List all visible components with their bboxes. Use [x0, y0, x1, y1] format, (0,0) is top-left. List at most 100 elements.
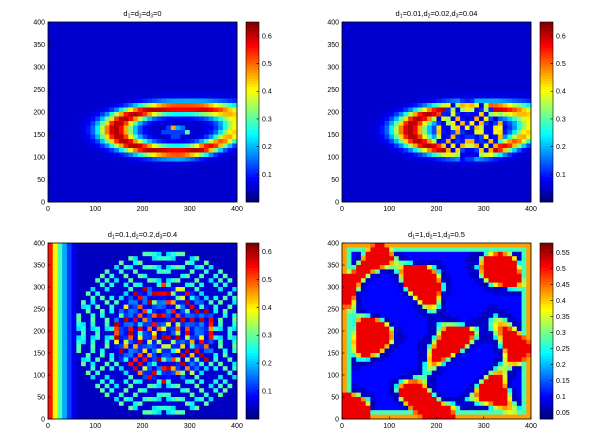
heatmap-cell: [156, 313, 162, 319]
heatmap-cell: [142, 193, 148, 198]
heatmap-cell: [185, 166, 191, 171]
heatmap-cell: [142, 125, 148, 131]
heatmap-cell: [526, 35, 532, 41]
heatmap-cell: [502, 175, 508, 180]
heatmap-cell: [133, 322, 139, 327]
heatmap-cell: [66, 85, 73, 90]
heatmap-cell: [66, 121, 73, 126]
heatmap-cell: [62, 331, 68, 336]
heatmap-cell: [109, 134, 115, 140]
heatmap-cell: [232, 260, 238, 266]
heatmap-cell: [118, 383, 125, 389]
heatmap-cell: [137, 62, 143, 68]
heatmap-cell: [479, 31, 485, 36]
heatmap-cell: [194, 401, 200, 407]
heatmap-cell: [412, 157, 419, 162]
heatmap-cell: [133, 130, 139, 135]
heatmap-cell: [185, 94, 191, 99]
heatmap-cell: [222, 49, 228, 54]
heatmap-cell: [455, 139, 461, 144]
heatmap-cell: [180, 339, 186, 345]
heatmap-cell: [412, 76, 419, 81]
heatmap-cell: [232, 112, 238, 117]
heatmap-cell: [185, 348, 191, 354]
heatmap-cell: [208, 322, 214, 327]
heatmap-cell: [370, 44, 376, 50]
heatmap-cell: [52, 35, 58, 41]
heatmap-cell: [128, 260, 134, 266]
heatmap-cell: [166, 251, 172, 257]
heatmap-cell: [227, 357, 233, 363]
heatmap-cell: [142, 295, 148, 301]
heatmap-cell: [356, 107, 362, 113]
heatmap-cell: [507, 121, 513, 126]
heatmap-cell: [232, 80, 238, 86]
colorbar-step: [540, 55, 553, 59]
heatmap-cell: [128, 251, 134, 257]
heatmap-cell: [351, 193, 357, 198]
heatmap-cell: [137, 53, 143, 59]
heatmap-cell: [85, 85, 91, 90]
heatmap-cell: [123, 134, 129, 140]
heatmap-cell: [57, 317, 63, 323]
heatmap-cell: [90, 98, 96, 104]
heatmap-cell: [161, 361, 167, 367]
heatmap-cell: [526, 49, 532, 54]
heatmap-cell: [450, 139, 456, 144]
heatmap-cell: [512, 26, 518, 32]
heatmap-cell: [488, 53, 494, 59]
heatmap-cell: [48, 414, 54, 420]
heatmap-cell: [507, 139, 513, 144]
heatmap-cell: [142, 85, 148, 90]
heatmap-cell: [483, 62, 489, 68]
heatmap-cell: [175, 85, 181, 90]
heatmap-cell: [142, 331, 148, 336]
heatmap-cell: [365, 143, 371, 149]
heatmap-cell: [147, 107, 153, 113]
heatmap-cell: [90, 179, 96, 185]
heatmap-cell: [118, 103, 125, 108]
heatmap-cell: [521, 121, 527, 126]
heatmap-cell: [408, 157, 414, 162]
heatmap-cell: [104, 76, 110, 81]
heatmap-cell: [118, 397, 125, 402]
heatmap-cell: [76, 260, 82, 266]
heatmap-cell: [137, 304, 143, 310]
heatmap-cell: [166, 401, 172, 407]
heatmap-cell: [85, 383, 91, 389]
heatmap-cell: [166, 313, 172, 319]
heatmap-cell: [118, 392, 125, 398]
heatmap-cell: [109, 161, 115, 167]
heatmap-cell: [227, 62, 233, 68]
heatmap-cell: [114, 379, 120, 385]
heatmap-cell: [156, 410, 162, 415]
heatmap-cell: [175, 379, 181, 385]
heatmap-cell: [507, 85, 513, 90]
heatmap-cell: [360, 188, 367, 194]
heatmap-cell: [464, 170, 470, 176]
heatmap-cell: [213, 313, 219, 319]
heatmap-cell: [99, 405, 106, 411]
heatmap-cell: [118, 331, 125, 336]
heatmap-cell: [342, 98, 348, 104]
heatmap-cell: [151, 273, 158, 279]
heatmap-cell: [109, 44, 115, 50]
heatmap-cell: [208, 157, 214, 162]
heatmap-cell: [85, 67, 91, 72]
heatmap-cell: [90, 295, 96, 301]
heatmap-cell: [95, 304, 101, 310]
heatmap-cell: [346, 130, 352, 135]
heatmap-cell: [393, 143, 400, 149]
heatmap-cell: [199, 287, 205, 292]
heatmap-cell: [389, 166, 395, 171]
heatmap-cell: [118, 26, 125, 32]
heatmap-cell: [180, 295, 186, 301]
heatmap-cell: [90, 370, 96, 376]
heatmap-cell: [375, 58, 381, 63]
heatmap-cell: [199, 251, 205, 257]
heatmap-cell: [422, 67, 428, 72]
heatmap-cell: [213, 392, 219, 398]
heatmap-cell: [393, 22, 400, 27]
heatmap-cell: [95, 243, 101, 248]
heatmap-cell: [71, 116, 77, 122]
